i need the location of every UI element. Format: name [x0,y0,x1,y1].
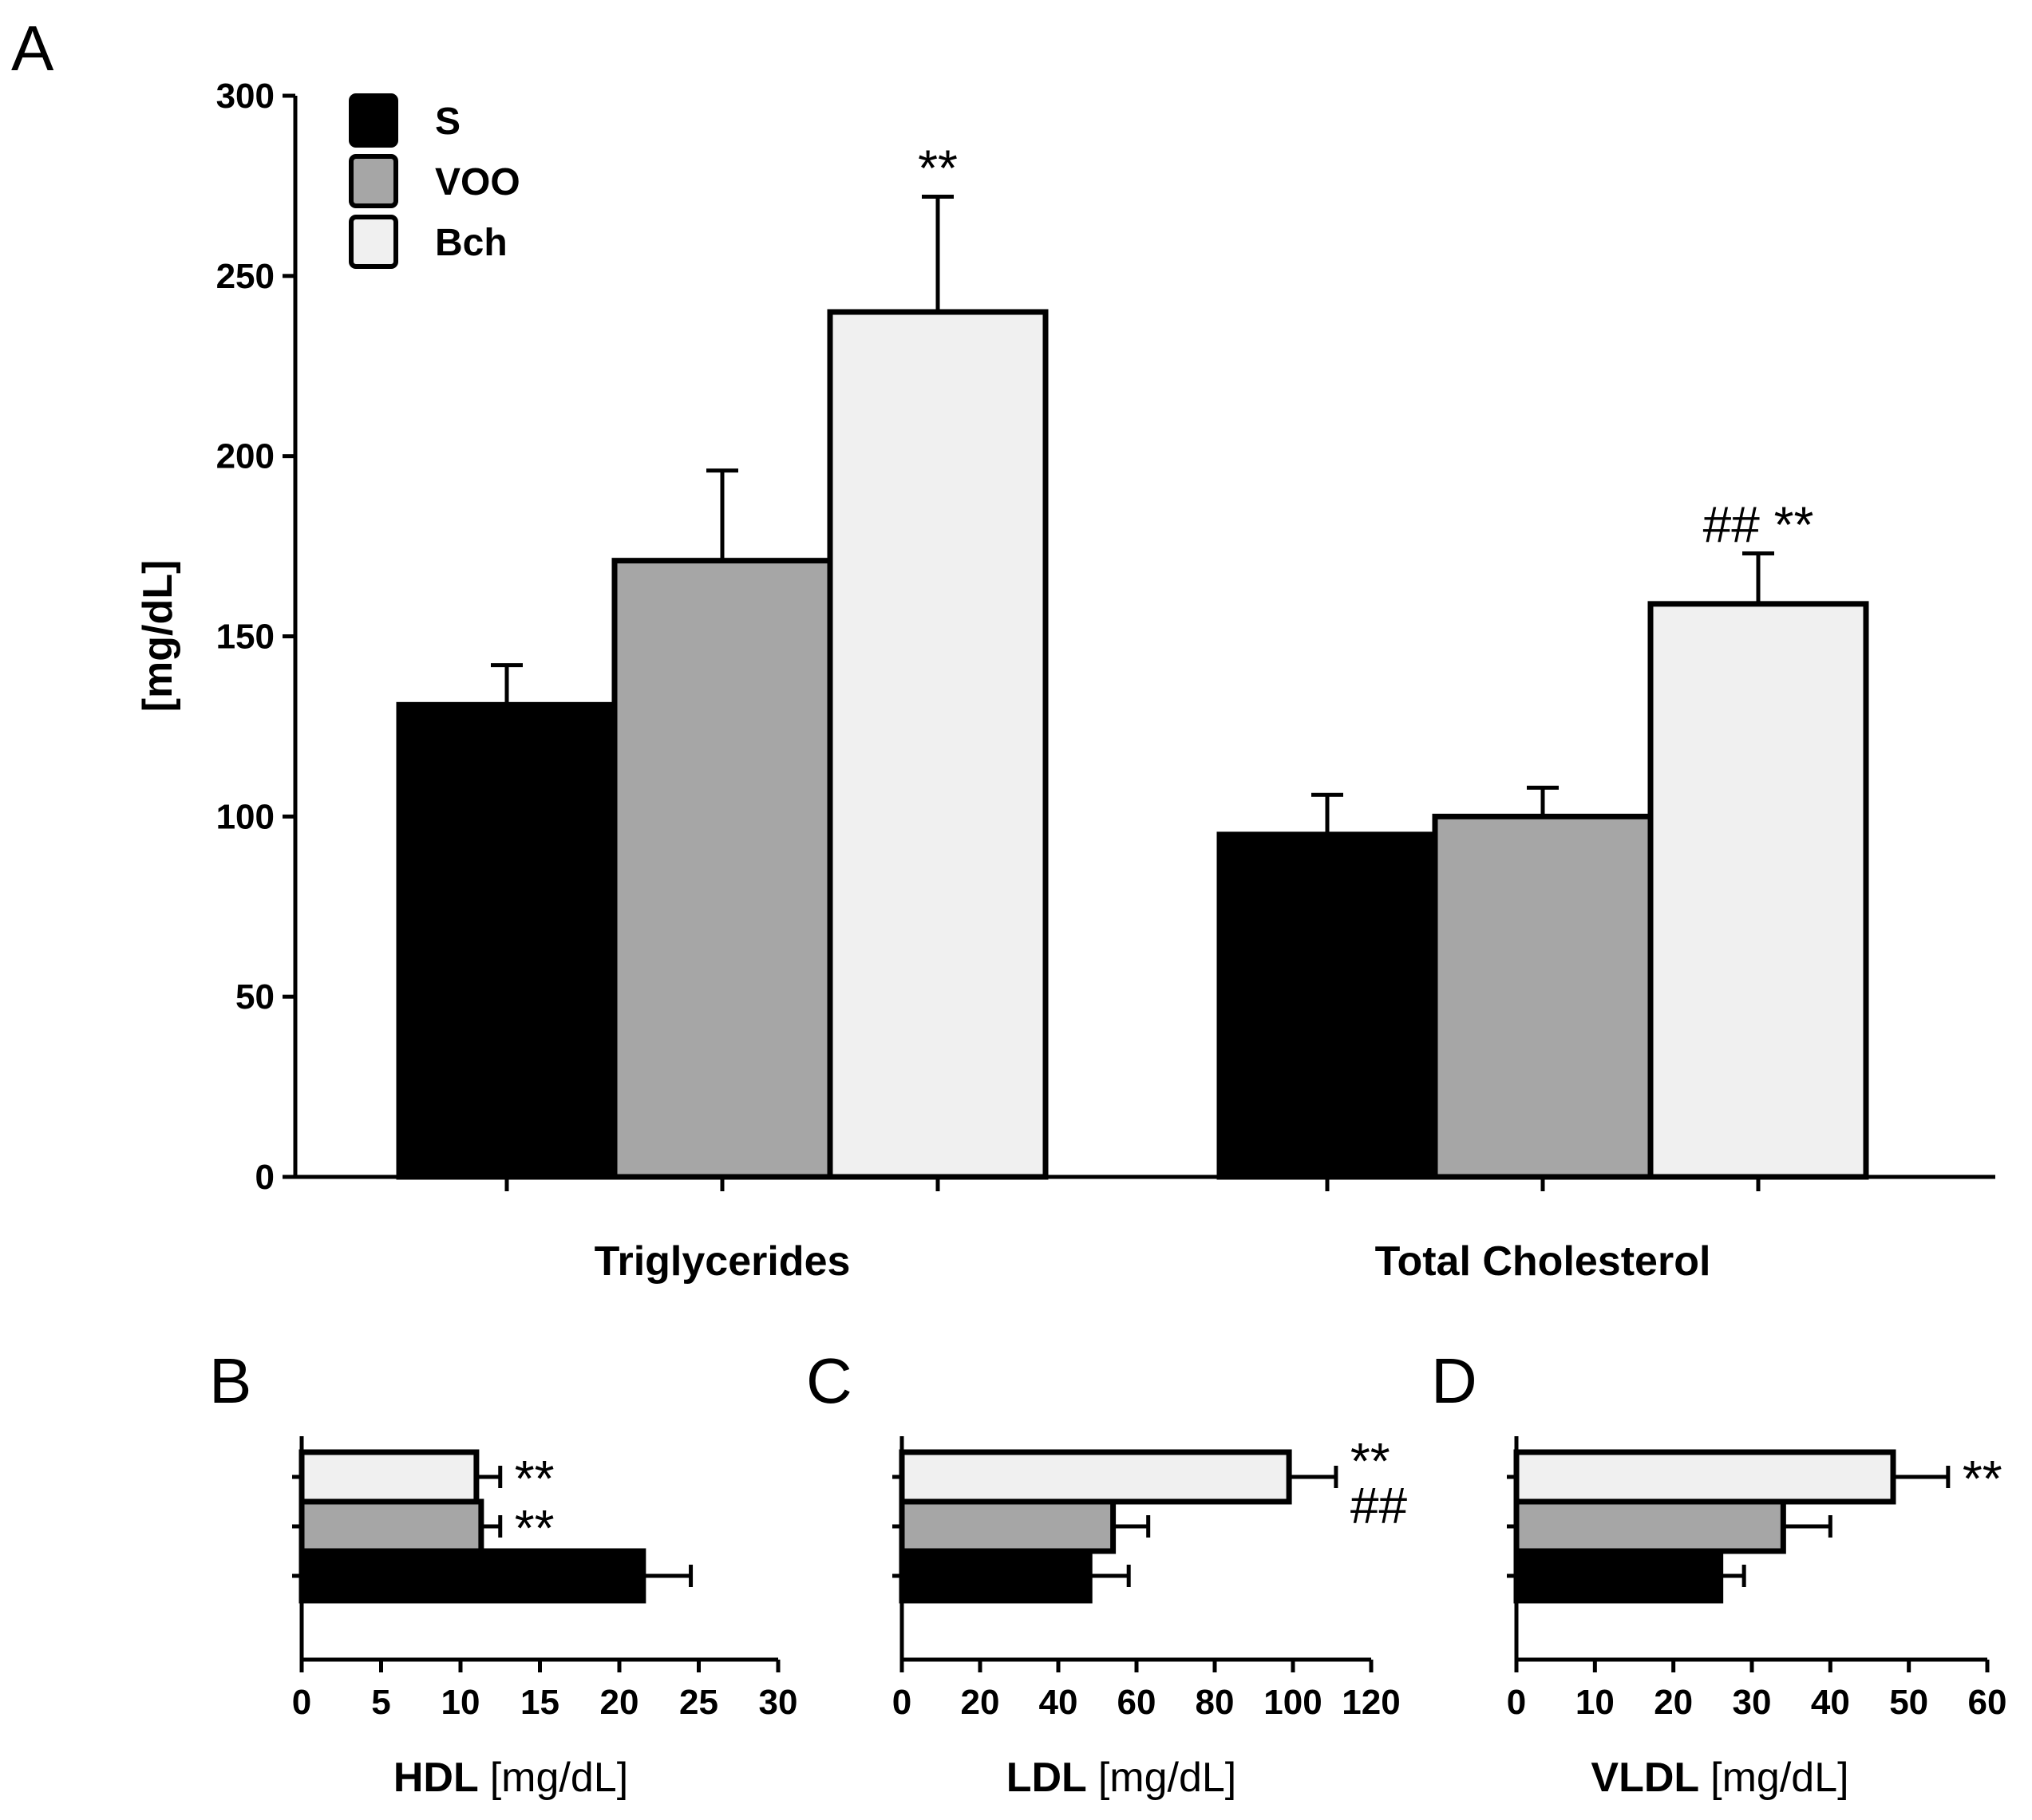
panel-d-x-tick-label-0: 0 [1507,1683,1526,1722]
y-tick-label-200: 200 [216,437,275,476]
panel-letter-a: A [11,13,54,84]
category-label-total-cholesterol: Total Cholesterol [1375,1238,1711,1285]
panel-b-bar-s [298,1548,646,1604]
y-tick-label-300: 300 [216,77,275,116]
panel-d-plot: 0 10 20 30 40 50 60 ** [1507,1436,2007,1722]
panel-b-x-tick-label-0: 0 [292,1683,311,1722]
panel-b-x-tick-label-25: 25 [679,1683,718,1722]
panel-d-annotation-bch: ** [1963,1450,2002,1507]
panel-d-x-axis-label: VLDL [mg/dL] [1591,1755,1848,1801]
panel-d-x-tick-label-10: 10 [1575,1683,1615,1722]
panel-c-x-tick-label-120: 120 [1342,1683,1400,1722]
panel-c-x-tick-label-0: 0 [892,1683,911,1722]
panel-c: C 0 20 40 60 80 100 120 ** ## LDL [mg/dL] [806,1345,1407,1801]
legend-swatch-s [349,93,398,148]
panel-c-bar-s [899,1548,1093,1604]
annotation-triglycerides: ** [918,139,958,196]
bar-total-cholesterol-voo [1432,813,1654,1180]
panel-d-bar-bch [1513,1449,1896,1505]
panel-c-x-tick-label-60: 60 [1117,1683,1156,1722]
panel-c-bar-voo [899,1498,1117,1554]
panel-b: B 0 5 10 15 20 25 30 **** HDL [mg/dL] [209,1345,797,1801]
panel-d-bar-voo [1513,1498,1786,1554]
bar-triglycerides-bch [827,309,1049,1180]
panel-c-x-tick-label-40: 40 [1039,1683,1078,1722]
panel-a-bars: ** ## ** [396,139,1869,1191]
bar-total-cholesterol-s [1216,831,1438,1180]
y-tick-label-250: 250 [216,257,275,296]
panel-b-x-tick-label-20: 20 [600,1683,639,1722]
legend-label-bch: Bch [435,222,508,264]
panel-d-x-tick-label-50: 50 [1889,1683,1928,1722]
y-tick-label-150: 150 [216,618,275,657]
panel-b-bar-bch [298,1449,480,1505]
panel-c-x-tick-label-20: 20 [961,1683,1000,1722]
hdl-unit: [mg/dL] [490,1755,628,1801]
panel-letter-c: C [806,1345,852,1416]
panel-d-x-tick-label-60: 60 [1968,1683,2007,1722]
panel-b-x-tick-label-30: 30 [759,1683,798,1722]
panel-letter-d: D [1431,1345,1477,1416]
panel-c-bar-bch [899,1449,1292,1505]
panel-c-x-axis-label: LDL [mg/dL] [1006,1755,1237,1801]
panel-c-annotation-line-0: ** [1350,1432,1390,1490]
y-tick-label-100: 100 [216,797,275,836]
bar-triglycerides-s [396,701,618,1180]
panel-d-x-tick-label-20: 20 [1654,1683,1693,1722]
bar-triglycerides-voo [611,558,833,1180]
legend-swatch-bch [349,215,398,269]
panel-b-bar-voo [298,1498,484,1554]
vldl-unit: [mg/dL] [1710,1755,1848,1801]
panel-d-x-tick-label-40: 40 [1811,1683,1850,1722]
panel-b-x-tick-label-15: 15 [520,1683,559,1722]
legend-label-s: S [435,101,461,143]
legend-swatch-voo [349,154,398,208]
panel-c-annotation-line-1: ## [1350,1477,1408,1534]
panel-letter-b: B [209,1345,251,1416]
panel-d: D 0 10 20 30 40 50 60 ** VLDL [mg/dL] [1431,1345,2006,1801]
panel-a: A [mg/dL] 0 50 100 150 200 250 300 ** ## ** Tri… [11,13,1995,1285]
panel-b-annotation-voo: ** [515,1499,555,1557]
panel-c-annotation-bch: ** ## [1350,1432,1408,1534]
category-label-triglycerides: Triglycerides [595,1238,851,1285]
legend-label-voo: VOO [435,161,520,203]
ldl-label: LDL [1006,1755,1087,1801]
panel-a-y-ticks: 0 50 100 150 200 250 300 [216,77,295,1197]
panel-b-annotation-bch: ** [515,1450,555,1507]
panel-b-x-axis-label: HDL [mg/dL] [393,1755,628,1801]
panel-d-bar-s [1513,1548,1724,1604]
legend: S VOO Bch [349,93,520,269]
annotation-total-cholesterol: ## ** [1703,496,1814,554]
panel-c-x-tick-label-100: 100 [1263,1683,1322,1722]
y-tick-label-0: 0 [255,1158,275,1197]
panel-c-plot: 0 20 40 60 80 100 120 ** ## [892,1432,1408,1722]
hdl-label: HDL [393,1755,479,1801]
panel-c-x-tick-label-80: 80 [1196,1683,1235,1722]
panel-a-category-labels: Triglycerides Total Cholesterol [595,1238,1711,1285]
panel-d-x-tick-label-30: 30 [1733,1683,1772,1722]
vldl-label: VLDL [1591,1755,1699,1801]
bar-total-cholesterol-bch [1647,601,1869,1180]
panel-b-x-tick-label-10: 10 [441,1683,480,1722]
ldl-unit: [mg/dL] [1098,1755,1236,1801]
panel-b-plot: 0 5 10 15 20 25 30 **** [292,1436,798,1722]
panel-a-y-axis-label: [mg/dL] [135,560,181,713]
panel-b-x-tick-label-5: 5 [371,1683,390,1722]
y-tick-label-50: 50 [235,977,275,1017]
